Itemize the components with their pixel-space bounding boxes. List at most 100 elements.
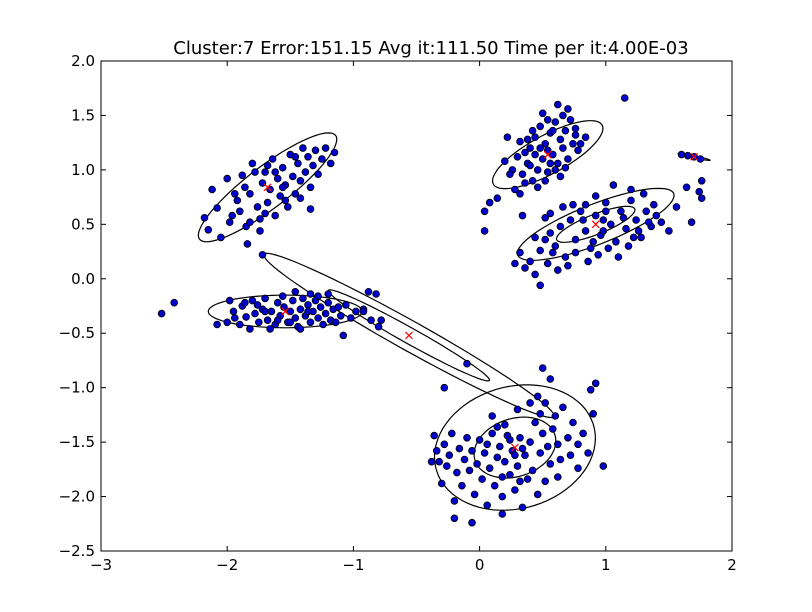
data-point xyxy=(447,429,456,438)
data-point xyxy=(516,433,524,442)
data-point xyxy=(546,159,555,168)
data-point xyxy=(629,233,638,242)
data-point xyxy=(318,155,326,163)
data-point xyxy=(339,331,348,340)
data-point xyxy=(296,325,305,333)
data-point xyxy=(536,449,544,457)
data-point xyxy=(276,192,285,200)
data-point xyxy=(294,159,302,168)
data-point xyxy=(319,320,327,329)
data-point xyxy=(208,185,216,194)
data-point xyxy=(574,440,582,449)
data-point xyxy=(556,135,565,144)
data-point xyxy=(564,155,572,163)
data-point xyxy=(584,449,592,457)
data-point xyxy=(528,177,537,185)
data-point xyxy=(468,518,476,527)
data-point xyxy=(231,314,239,322)
data-point xyxy=(309,161,317,170)
data-point xyxy=(612,238,620,246)
data-point xyxy=(586,385,595,394)
data-point xyxy=(442,462,451,470)
data-point xyxy=(564,105,572,113)
data-point xyxy=(546,209,555,218)
data-point xyxy=(258,251,267,259)
data-point xyxy=(561,163,570,172)
data-point xyxy=(644,218,653,227)
data-point xyxy=(536,246,544,255)
data-point xyxy=(541,399,549,407)
data-point xyxy=(599,462,608,470)
data-point xyxy=(480,449,489,457)
data-point xyxy=(493,453,502,462)
data-point xyxy=(521,148,529,157)
data-point xyxy=(241,298,249,307)
data-point xyxy=(261,294,269,303)
data-point xyxy=(683,151,692,160)
data-point xyxy=(677,150,686,159)
x-tick-label: −3 xyxy=(90,556,112,574)
data-point xyxy=(254,318,263,327)
y-axis: −2.5 −2.0 −1.5 −1.0 −0.5 0.0 0.5 1.0 1.5 2.0 xyxy=(59,52,732,560)
data-point xyxy=(697,194,706,203)
data-point xyxy=(314,170,322,179)
data-point xyxy=(271,211,280,220)
data-point xyxy=(246,325,254,333)
data-point xyxy=(266,325,274,333)
data-point xyxy=(296,194,305,203)
data-point xyxy=(256,227,264,235)
data-point xyxy=(267,307,276,316)
data-point xyxy=(453,468,461,477)
data-point xyxy=(261,168,269,176)
data-point xyxy=(551,166,560,174)
data-point xyxy=(556,455,565,464)
data-point xyxy=(316,303,325,311)
data-point xyxy=(251,168,259,176)
data-point xyxy=(531,150,539,159)
data-point xyxy=(581,200,590,209)
data-point xyxy=(463,433,471,442)
data-point xyxy=(288,172,297,181)
data-point xyxy=(627,196,635,205)
data-point xyxy=(566,216,575,224)
data-point xyxy=(632,216,640,224)
data-point xyxy=(288,296,297,305)
data-point xyxy=(157,309,166,318)
data-point xyxy=(478,475,486,483)
data-point xyxy=(242,313,250,321)
data-point xyxy=(347,314,355,322)
data-point xyxy=(559,111,567,120)
data-point xyxy=(225,218,234,227)
data-point xyxy=(432,446,441,455)
data-point xyxy=(541,214,549,222)
data-point xyxy=(548,126,557,135)
data-point xyxy=(455,444,464,453)
data-point xyxy=(553,440,562,449)
data-point xyxy=(223,318,232,327)
data-point xyxy=(579,429,587,438)
data-point xyxy=(556,172,565,181)
data-point xyxy=(460,455,469,464)
data-point xyxy=(620,94,629,102)
data-point xyxy=(548,425,557,433)
data-point xyxy=(533,490,542,499)
data-point xyxy=(336,311,345,320)
data-point xyxy=(591,192,600,200)
data-point xyxy=(273,174,282,183)
data-point xyxy=(566,451,575,460)
data-point xyxy=(200,214,209,222)
data-point xyxy=(513,405,522,414)
data-point xyxy=(263,316,272,325)
y-tick-label: 1.0 xyxy=(71,161,95,179)
data-point xyxy=(533,183,542,192)
data-point xyxy=(475,436,484,444)
data-point xyxy=(367,316,375,325)
data-point xyxy=(523,135,532,144)
data-point xyxy=(559,403,567,412)
data-point xyxy=(687,218,696,227)
data-point xyxy=(503,133,512,142)
data-point xyxy=(246,190,254,198)
data-point xyxy=(538,364,547,372)
data-point xyxy=(498,473,507,481)
data-point xyxy=(500,420,509,429)
